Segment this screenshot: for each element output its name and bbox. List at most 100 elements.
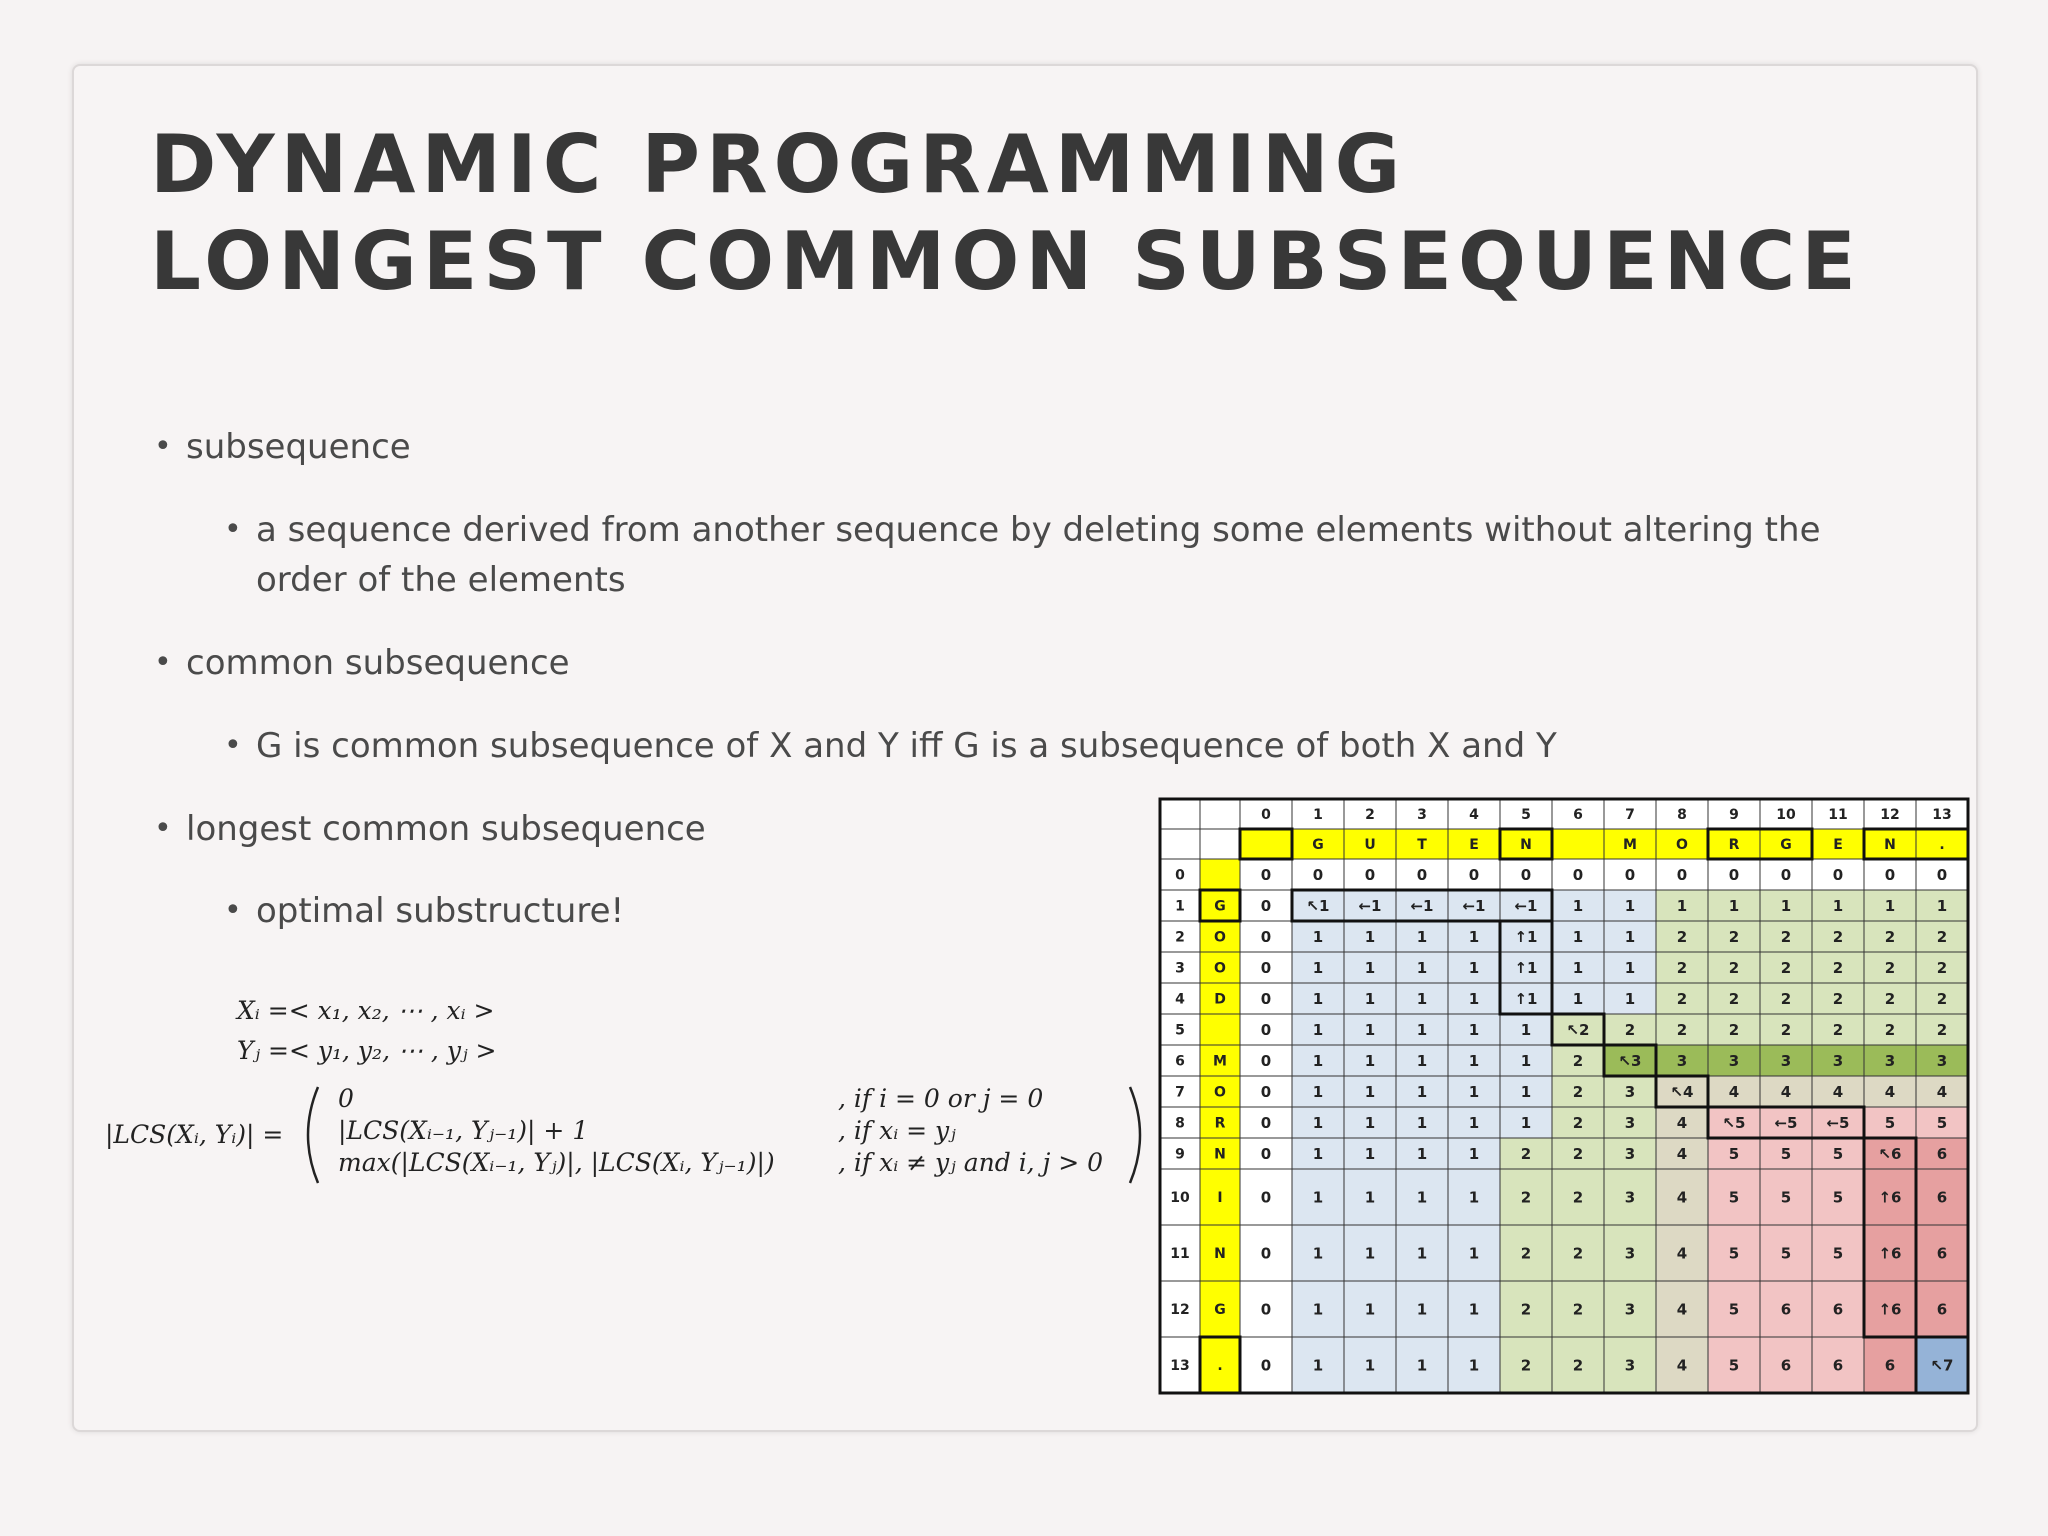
table-outline — [1158, 797, 1970, 1395]
col-letter-label: M — [1623, 837, 1637, 853]
match-highlight — [1238, 827, 1294, 861]
lcs-cell-value: 1 — [1417, 1189, 1427, 1207]
bullet-text: subsequence — [186, 427, 411, 467]
lcs-cell-value: 1 — [1469, 1189, 1479, 1207]
lcs-cell-value: 2 — [1573, 1357, 1583, 1375]
lcs-cell-value: 1 — [1469, 928, 1479, 946]
lcs-cell-value: 2 — [1677, 959, 1687, 977]
lcs-cell — [1759, 920, 1813, 953]
lcs-cell-value: ←5 — [1826, 1114, 1849, 1132]
lcs-cell-value: 0 — [1365, 866, 1375, 884]
col-index-label: 10 — [1776, 807, 1796, 823]
lcs-cell-value: 4 — [1677, 1301, 1687, 1319]
lcs-cell-value: 2 — [1833, 1021, 1843, 1039]
formula-case-1-expr: 0 — [338, 1084, 354, 1113]
lcs-cell-value: 2 — [1677, 928, 1687, 946]
lcs-cell — [1343, 920, 1397, 953]
lcs-cell — [1655, 1336, 1709, 1394]
formula-case-2-expr: |LCS(Xᵢ₋₁, Yⱼ₋₁)| + 1 — [338, 1116, 588, 1146]
col-letter-label: E — [1833, 837, 1843, 853]
row-letter-label: N — [1214, 1147, 1226, 1163]
lcs-cell-value: 2 — [1677, 1021, 1687, 1039]
lcs-cell-value: 1 — [1417, 1145, 1427, 1163]
row-letter-label: O — [1214, 1085, 1226, 1101]
lcs-cell-value: 5 — [1833, 1189, 1843, 1207]
col-letter-label: O — [1676, 837, 1688, 853]
row-letter-cell — [1199, 1075, 1241, 1108]
row-letter-cell — [1199, 1106, 1241, 1139]
lcs-cell-value: 2 — [1573, 1052, 1583, 1070]
lcs-cell — [1239, 1075, 1293, 1108]
lcs-cell — [1239, 951, 1293, 984]
lcs-cell — [1707, 1013, 1761, 1046]
lcs-cell — [1603, 951, 1657, 984]
row-index-label: 1 — [1175, 899, 1185, 915]
col-letter-label: N — [1884, 837, 1896, 853]
lcs-cell — [1603, 1044, 1657, 1077]
col-index-cell — [1655, 798, 1709, 830]
row-index-label: 5 — [1175, 1023, 1185, 1039]
lcs-cell-value: 0 — [1261, 897, 1271, 915]
lcs-cell-value: ←1 — [1514, 897, 1537, 915]
lcs-cell — [1655, 982, 1709, 1015]
lcs-cell-value: 1 — [1313, 1114, 1323, 1132]
lcs-cell-value: 1 — [1625, 990, 1635, 1008]
lcs-cell-value: 6 — [1937, 1245, 1947, 1263]
lcs-cell — [1447, 982, 1501, 1015]
lcs-cell — [1447, 1013, 1501, 1046]
lcs-cell-value: 5 — [1833, 1245, 1843, 1263]
row-index-cell — [1159, 889, 1201, 922]
lcs-cell-value: 2 — [1781, 1021, 1791, 1039]
row-letter-label: G — [1214, 1302, 1226, 1318]
lcs-cell-value: 2 — [1521, 1145, 1531, 1163]
lcs-cell-value: 1 — [1313, 1145, 1323, 1163]
lcs-cell-value: 4 — [1677, 1245, 1687, 1263]
lcs-cell-value: 0 — [1677, 866, 1687, 884]
lcs-cell-value: 1 — [1313, 1021, 1323, 1039]
lcs-cell-value: 0 — [1261, 1083, 1271, 1101]
lcs-cell — [1447, 1224, 1501, 1282]
lcs-cell-value: 2 — [1937, 959, 1947, 977]
lcs-cell-value: 2 — [1573, 1245, 1583, 1263]
lcs-cell — [1811, 1336, 1865, 1394]
lcs-cell-value: 1 — [1833, 897, 1843, 915]
lcs-cell-value: 1 — [1885, 897, 1895, 915]
lcs-cell — [1551, 1336, 1605, 1394]
col-letter-cell — [1551, 828, 1605, 860]
lcs-cell — [1499, 1224, 1553, 1282]
bullet-text: longest common subsequence — [186, 809, 706, 849]
lcs-cell — [1239, 1168, 1293, 1226]
lcs-cell — [1551, 858, 1605, 891]
lcs-cell — [1395, 982, 1449, 1015]
row-letter-cell — [1199, 1013, 1241, 1046]
corner-cell — [1159, 798, 1201, 830]
lcs-cell-value: ↑6 — [1878, 1245, 1901, 1263]
lcs-cell-value: 1 — [1937, 897, 1947, 915]
lcs-cell-value: 1 — [1417, 1114, 1427, 1132]
col-index-label: 8 — [1677, 807, 1687, 823]
lcs-cell — [1915, 1168, 1969, 1226]
lcs-cell-value: 0 — [1937, 866, 1947, 884]
lcs-cell-value: 1 — [1417, 1357, 1427, 1375]
bullet-text: common subsequence — [186, 643, 570, 683]
lcs-cell — [1707, 1224, 1761, 1282]
lcs-cell-value: 0 — [1833, 866, 1843, 884]
lcs-cell-value: 2 — [1521, 1357, 1531, 1375]
bullet-glyph: • — [224, 893, 242, 928]
lcs-cell-value: 6 — [1937, 1301, 1947, 1319]
row-index-cell — [1159, 1106, 1201, 1139]
lcs-cell — [1863, 1013, 1917, 1046]
col-letter-cell — [1291, 828, 1345, 860]
col-index-label: 2 — [1365, 807, 1375, 823]
bullet-subsequence-definition-cont: order of the elements — [256, 556, 626, 604]
row-index-label: 13 — [1170, 1358, 1189, 1374]
lcs-cell — [1811, 1075, 1865, 1108]
col-index-label: 9 — [1729, 807, 1739, 823]
lcs-cell — [1343, 1106, 1397, 1139]
lcs-cell-value: 2 — [1781, 959, 1791, 977]
lcs-cell-value: 2 — [1573, 1114, 1583, 1132]
lcs-cell-value: 6 — [1937, 1189, 1947, 1207]
col-letter-label: U — [1364, 837, 1375, 853]
lcs-cell-value: 2 — [1573, 1145, 1583, 1163]
lcs-cell-value: 2 — [1729, 928, 1739, 946]
